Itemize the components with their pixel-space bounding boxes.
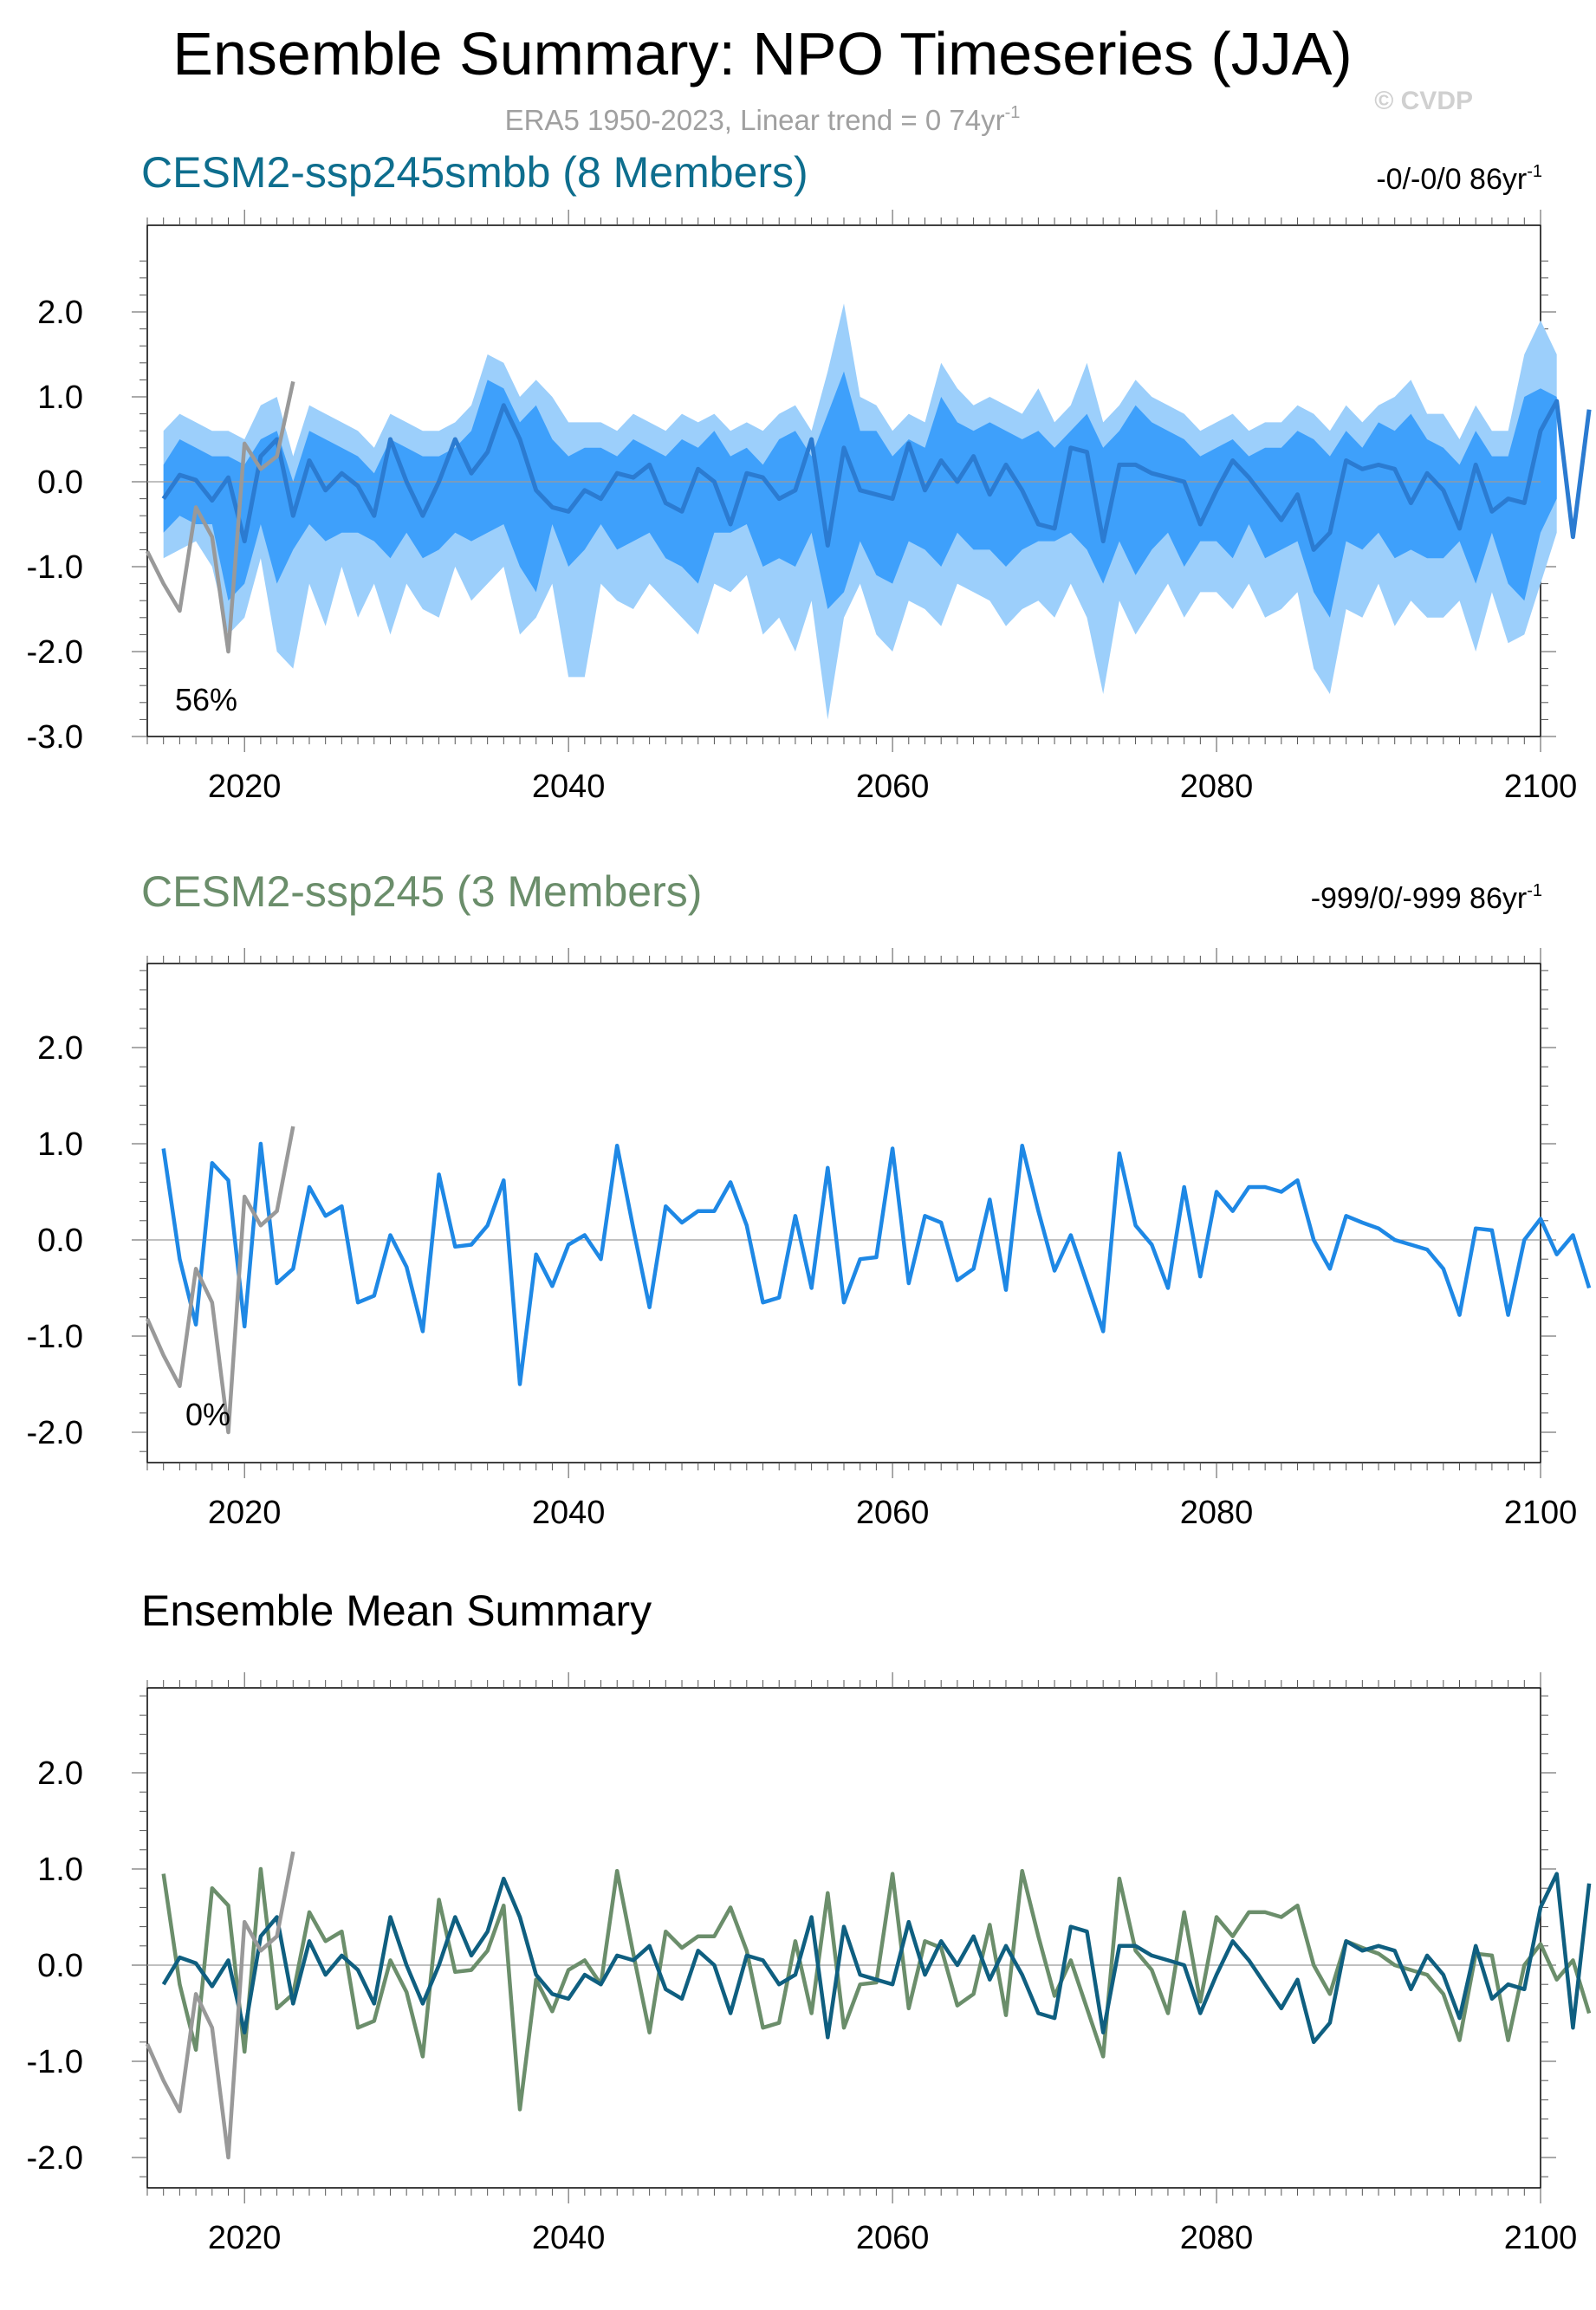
x-tick-label: 2040 [532, 769, 606, 805]
ensemble-mean-line [161, 399, 1592, 552]
y-tick-label: 2.0 [37, 1755, 83, 1792]
y-tick-label: 0.0 [37, 464, 83, 501]
figure-title: Ensemble Summary: NPO Timeseries (JJA) [172, 20, 1352, 88]
panel-1-trend-label: -0/-0/0 86yr-1 [1376, 162, 1542, 196]
x-tick-label: 2080 [1180, 2220, 1254, 2256]
panel-2-title: CESM2-ssp245 (3 Members) [141, 867, 702, 916]
x-tick-label: 2020 [208, 1495, 282, 1531]
panel-3-title: Ensemble Mean Summary [141, 1587, 652, 1635]
x-tick-label: 2080 [1180, 769, 1254, 805]
panel-2-trend-text: -999/0/-999 86yr [1311, 882, 1528, 915]
observed-line [145, 380, 295, 654]
x-tick-label: 2040 [532, 2220, 606, 2256]
panel-1-trend-text: -0/-0/0 86yr [1376, 163, 1527, 196]
y-tick-label: -1.0 [27, 549, 83, 586]
y-tick-label: -2.0 [27, 634, 83, 671]
panel-ensemble-smbb: CESM2-ssp245smbb (8 Members) -0/-0/0 86y… [27, 148, 1592, 805]
panel-2-trend-sup: -1 [1527, 881, 1542, 900]
observed-line [145, 1851, 295, 2160]
panel-2-percent-label: 0% [185, 1397, 230, 1432]
y-tick-label: 0.0 [37, 1948, 83, 1984]
observed-line [145, 1126, 295, 1435]
y-tick-label: -1.0 [27, 1319, 83, 1355]
y-tick-label: 1.0 [37, 380, 83, 416]
y-tick-label: 2.0 [37, 1030, 83, 1067]
ssp245smbb-mean-line [161, 1872, 1592, 2045]
panel-1-trend-sup: -1 [1527, 162, 1542, 181]
plot-frame [146, 963, 1541, 1463]
panel-ensemble-ssp245: CESM2-ssp245 (3 Members) -999/0/-999 86y… [27, 867, 1592, 1531]
figure-subtitle-text: ERA5 1950-2023, Linear trend = 0 74yr [505, 104, 1005, 136]
y-tick-label: 0.0 [37, 1223, 83, 1259]
watermark: © CVDP [1374, 87, 1473, 115]
panel-ensemble-mean-summary: Ensemble Mean Summary 2020 2040 2060 2080 21… [27, 1587, 1592, 2256]
panel-2-trend-label: -999/0/-999 86yr-1 [1311, 881, 1542, 915]
panel-1-percent-label: 56% [175, 682, 237, 717]
y-tick-label: -1.0 [27, 2044, 83, 2080]
y-tick-label: -3.0 [27, 719, 83, 756]
x-tick-label: 2060 [856, 769, 930, 805]
y-tick-label: -2.0 [27, 2140, 83, 2177]
y-tick-label: 1.0 [37, 1126, 83, 1163]
panel-1-title: CESM2-ssp245smbb (8 Members) [141, 148, 808, 197]
member-line [161, 1141, 1592, 1386]
y-tick-label: -2.0 [27, 1415, 83, 1451]
x-tick-label: 2100 [1504, 769, 1578, 805]
figure-subtitle: ERA5 1950-2023, Linear trend = 0 74yr-1 [505, 103, 1021, 136]
x-tick-label: 2020 [208, 2220, 282, 2256]
x-tick-label: 2020 [208, 769, 282, 805]
y-tick-label: 1.0 [37, 1852, 83, 1888]
x-tick-label: 2080 [1180, 1495, 1254, 1531]
interquartile-band [163, 371, 1557, 618]
figure-subtitle-sup: -1 [1005, 103, 1021, 122]
x-tick-label: 2100 [1504, 1495, 1578, 1531]
x-tick-label: 2060 [856, 1495, 930, 1531]
x-tick-label: 2060 [856, 2220, 930, 2256]
y-tick-label: 2.0 [37, 295, 83, 331]
x-tick-label: 2040 [532, 1495, 606, 1531]
x-tick-label: 2100 [1504, 2220, 1578, 2256]
